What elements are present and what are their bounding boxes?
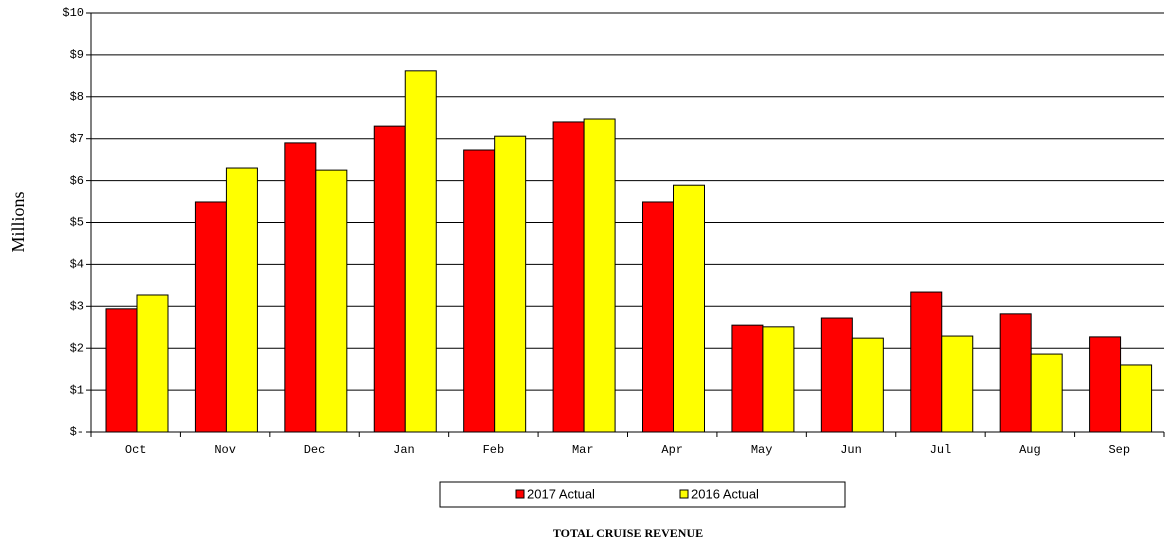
- y-tick-label: $7: [70, 132, 84, 146]
- x-tick-label: May: [751, 443, 773, 457]
- bar: [225, 167, 258, 433]
- x-tick-label: Jul: [930, 443, 952, 457]
- x-tick-label: Aug: [1019, 443, 1041, 457]
- bar: [642, 201, 674, 433]
- x-tick-label: Dec: [304, 443, 326, 457]
- bar: [315, 169, 348, 433]
- bar: [820, 317, 853, 433]
- bar: [404, 70, 437, 433]
- y-tick-label: $1: [70, 383, 84, 397]
- legend-box: [439, 481, 846, 508]
- bar: [105, 308, 138, 433]
- bar: [999, 313, 1032, 433]
- bar: [762, 326, 795, 433]
- bar: [136, 294, 169, 433]
- bar: [910, 291, 943, 433]
- y-tick-label: $3: [70, 299, 84, 313]
- legend-swatch: [515, 489, 525, 499]
- y-tick-label: $8: [70, 90, 84, 104]
- bar: [1089, 336, 1122, 433]
- y-tick-label: $6: [70, 174, 84, 188]
- bar: [284, 142, 317, 433]
- x-tick-label: Nov: [214, 443, 236, 457]
- y-tick-label: $9: [70, 48, 84, 62]
- bar: [552, 121, 585, 433]
- bar: [673, 184, 705, 433]
- x-tick-label: Mar: [572, 443, 594, 457]
- legend-swatch: [679, 489, 689, 499]
- y-tick-label: $2: [70, 341, 84, 355]
- bar: [731, 324, 764, 433]
- chart-title: TOTAL CRUISE REVENUE: [553, 526, 703, 540]
- x-tick-label: Oct: [125, 443, 147, 457]
- x-tick-label: Jun: [840, 443, 862, 457]
- bar: [463, 149, 496, 433]
- y-axis-label: Millions: [8, 191, 28, 252]
- x-tick-label: Feb: [483, 443, 505, 457]
- bar: [941, 335, 974, 433]
- x-tick-label: Sep: [1108, 443, 1130, 457]
- x-tick-label: Jan: [393, 443, 415, 457]
- bar: [1030, 353, 1063, 433]
- y-tick-label: $-: [70, 425, 84, 439]
- legend-label: 2016 Actual: [691, 486, 759, 501]
- bar: [194, 201, 227, 433]
- x-tick-label: Apr: [661, 443, 683, 457]
- bar: [494, 135, 527, 433]
- legend-label: 2017 Actual: [527, 486, 595, 501]
- bar: [583, 118, 616, 433]
- bar: [373, 125, 406, 433]
- y-tick-label: $5: [70, 216, 84, 230]
- bar: [1120, 364, 1153, 433]
- y-tick-label: $4: [70, 258, 84, 272]
- y-tick-label: $10: [62, 6, 84, 20]
- bar: [851, 337, 884, 433]
